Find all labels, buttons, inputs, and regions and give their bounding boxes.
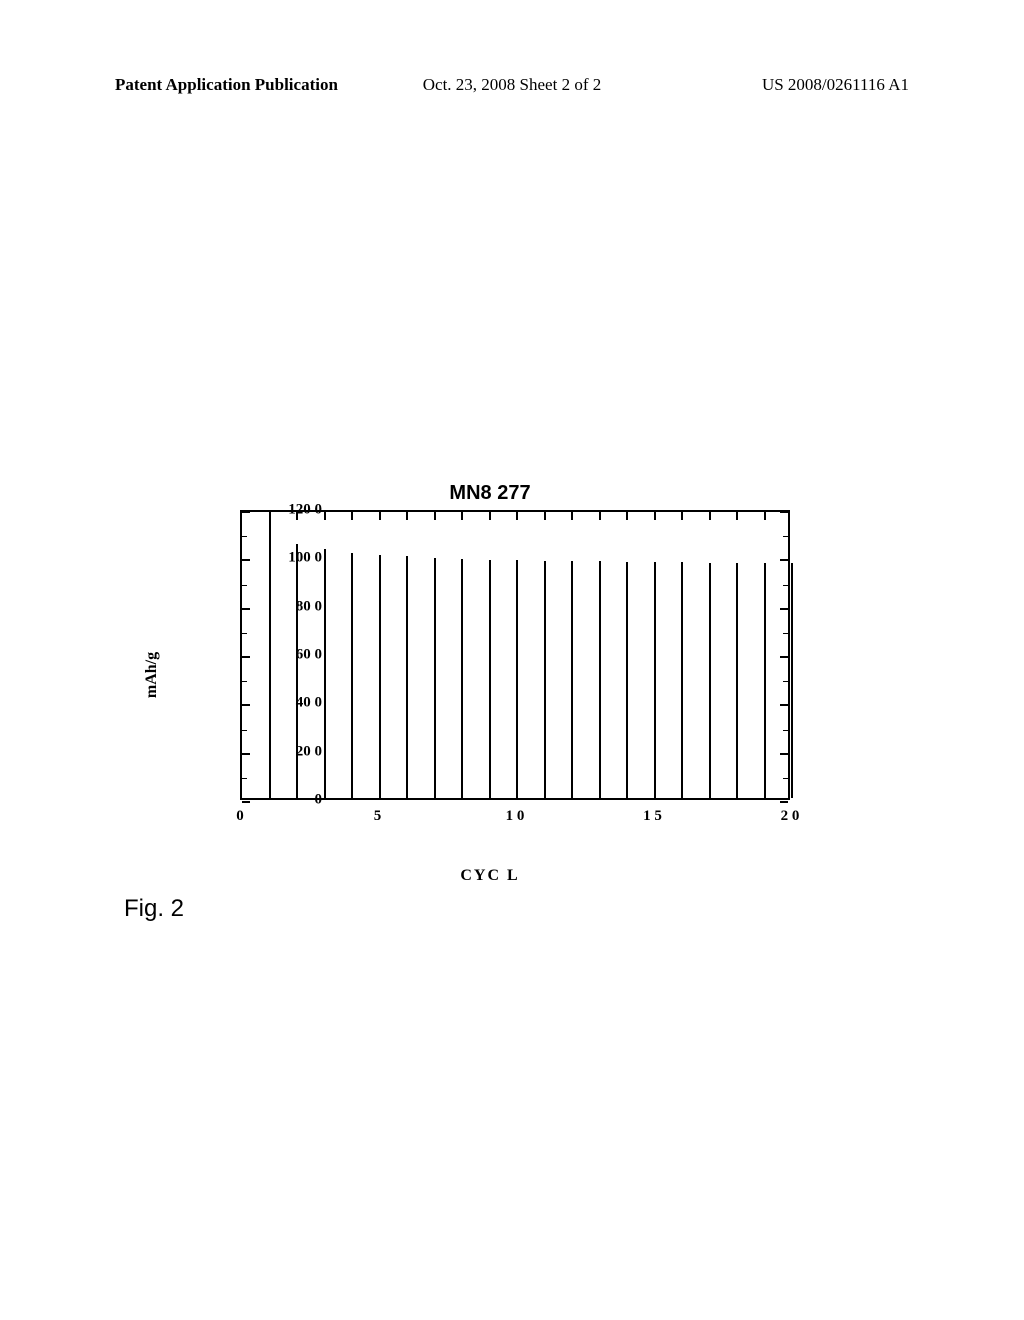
y-minor-tick — [242, 730, 247, 731]
y-tick-label: 20 0 — [296, 743, 322, 760]
y-tick-label: 80 0 — [296, 598, 322, 615]
y-minor-tick — [783, 681, 788, 682]
y-minor-tick — [783, 536, 788, 537]
data-bar — [681, 562, 683, 798]
x-tick — [599, 512, 601, 520]
y-tick — [780, 559, 788, 561]
header-center: Oct. 23, 2008 Sheet 2 of 2 — [423, 75, 601, 95]
x-tick — [709, 512, 711, 520]
x-tick — [406, 512, 408, 520]
x-tick-label: 0 — [236, 808, 244, 825]
x-tick — [764, 512, 766, 520]
y-tick — [780, 704, 788, 706]
y-minor-tick — [242, 633, 247, 634]
x-tick — [489, 512, 491, 520]
x-tick — [434, 512, 436, 520]
y-tick-label: 40 0 — [296, 695, 322, 712]
x-tick — [736, 512, 738, 520]
y-minor-tick — [783, 585, 788, 586]
y-tick — [242, 656, 250, 658]
y-minor-tick — [783, 730, 788, 731]
x-tick-label: 1 5 — [643, 808, 662, 825]
y-tick — [780, 656, 788, 658]
y-tick — [242, 559, 250, 561]
chart-container: MN8 277 mAh/g CYC L 020 040 060 080 0100… — [170, 510, 810, 840]
plot-area — [240, 510, 790, 800]
data-bar — [489, 560, 491, 798]
y-minor-tick — [783, 778, 788, 779]
data-bar — [544, 561, 546, 798]
y-tick — [242, 511, 250, 513]
x-tick — [681, 512, 683, 520]
data-bar — [736, 563, 738, 798]
data-bar — [764, 563, 766, 798]
data-bar — [406, 556, 408, 798]
y-tick — [780, 801, 788, 803]
data-bar — [709, 563, 711, 798]
x-tick-label: 2 0 — [781, 808, 800, 825]
x-tick — [351, 512, 353, 520]
x-tick — [379, 512, 381, 520]
header-left: Patent Application Publication — [115, 75, 338, 95]
data-bar — [654, 562, 656, 798]
x-tick-label: 5 — [374, 808, 382, 825]
data-bar — [599, 561, 601, 798]
data-bar — [351, 553, 353, 798]
x-axis-label: CYC L — [460, 867, 519, 885]
x-tick-label: 1 0 — [506, 808, 525, 825]
y-tick — [780, 511, 788, 513]
chart-title: MN8 277 — [449, 482, 530, 505]
y-tick-label: 0 — [315, 792, 323, 809]
page-header: Patent Application Publication Oct. 23, … — [0, 75, 1024, 95]
y-tick — [242, 704, 250, 706]
y-tick — [242, 608, 250, 610]
data-bar — [269, 518, 271, 798]
y-tick — [242, 753, 250, 755]
data-bar — [626, 562, 628, 798]
data-bar — [324, 549, 326, 798]
x-tick — [544, 512, 546, 520]
x-tick — [626, 512, 628, 520]
x-tick — [324, 512, 326, 520]
data-bar — [434, 558, 436, 798]
y-minor-tick — [242, 585, 247, 586]
x-tick — [571, 512, 573, 520]
y-tick-label: 120 0 — [288, 502, 322, 519]
y-minor-tick — [242, 536, 247, 537]
y-tick — [242, 801, 250, 803]
data-bar — [379, 555, 381, 798]
x-tick — [516, 512, 518, 520]
figure-caption: Fig. 2 — [124, 895, 184, 923]
x-tick — [654, 512, 656, 520]
y-minor-tick — [783, 633, 788, 634]
y-tick — [780, 608, 788, 610]
y-minor-tick — [242, 681, 247, 682]
data-bar — [571, 561, 573, 798]
data-bar — [461, 559, 463, 798]
y-tick — [780, 753, 788, 755]
y-axis-label: mAh/g — [143, 652, 161, 698]
x-tick — [461, 512, 463, 520]
y-minor-tick — [242, 778, 247, 779]
header-right: US 2008/0261116 A1 — [762, 75, 909, 95]
data-bar — [516, 560, 518, 798]
data-bar — [791, 563, 793, 798]
y-tick-label: 100 0 — [288, 550, 322, 567]
y-tick-label: 60 0 — [296, 647, 322, 664]
